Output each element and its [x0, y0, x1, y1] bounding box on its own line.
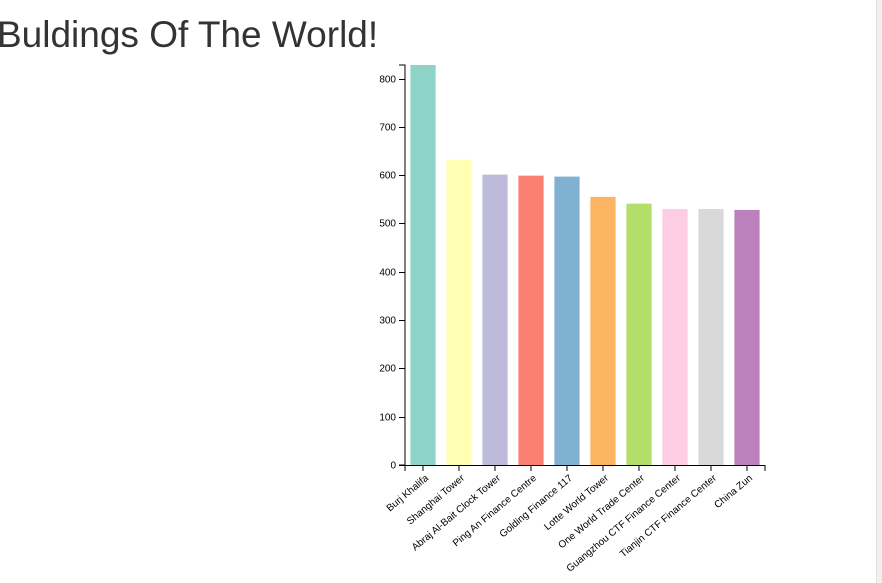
- x-axis-line: [404, 465, 766, 471]
- y-tick-label: 500: [379, 219, 396, 230]
- x-tick-label: China Zun: [713, 473, 755, 511]
- page-title: Buldings Of The World!: [0, 14, 379, 55]
- y-tick-label: 200: [379, 364, 396, 375]
- y-tick-label: 600: [379, 171, 396, 182]
- y-tick-label: 100: [379, 413, 396, 424]
- x-tick-label: Lotte World Tower: [542, 472, 611, 532]
- bar: [410, 65, 436, 465]
- vertical-scrollbar[interactable]: [876, 0, 882, 583]
- y-tick-label: 700: [379, 123, 396, 134]
- bar: [698, 208, 724, 465]
- bar: [446, 159, 472, 466]
- bar: [590, 196, 616, 465]
- bar: [482, 174, 508, 465]
- bars: [410, 65, 760, 466]
- bar: [734, 209, 760, 465]
- y-axis-line: [399, 64, 406, 466]
- bar: [626, 203, 652, 465]
- bar: [554, 176, 580, 465]
- bar: [518, 175, 544, 465]
- y-tick-label: 800: [379, 75, 396, 86]
- bar: [662, 208, 688, 465]
- y-tick-label: 0: [390, 461, 396, 472]
- y-tick-label: 300: [379, 316, 396, 327]
- y-axis: 0 100 200 300 400 500 600 700 800: [379, 64, 406, 472]
- y-tick-label: 400: [379, 268, 396, 279]
